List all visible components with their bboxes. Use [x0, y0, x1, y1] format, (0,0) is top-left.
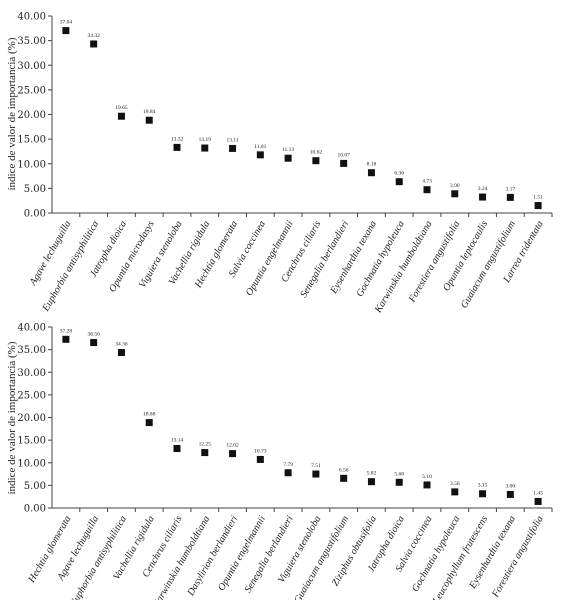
data-label: 10.07 [337, 152, 350, 158]
y-tick-label: 25.00 [17, 390, 46, 401]
data-label: 34.32 [87, 33, 100, 39]
data-point [395, 178, 403, 186]
y-tick-label: 35.00 [17, 36, 46, 47]
y-tick-label: 25.00 [17, 85, 46, 96]
data-label: 5.10 [422, 474, 432, 480]
data-label: 13.32 [171, 136, 184, 142]
data-label: 1.45 [533, 490, 543, 496]
y-tick-label: 20.00 [17, 110, 46, 121]
data-label: 3.90 [450, 183, 460, 189]
data-point [506, 490, 514, 498]
data-label: 37.04 [60, 20, 73, 26]
x-category-label: Dasylirion berlandieri [185, 514, 240, 599]
data-label: 5.68 [394, 471, 404, 477]
data-label: 3.00 [506, 483, 516, 489]
y-axis-title: índice de valor de importancia (%) [6, 37, 18, 190]
data-label: 7.79 [283, 462, 293, 468]
data-point [340, 159, 348, 167]
y-tick-label: 10.00 [17, 458, 46, 469]
data-point [534, 497, 542, 505]
data-point [90, 339, 98, 347]
y-tick-label: 40.00 [17, 12, 46, 23]
data-point [479, 193, 487, 201]
data-point [284, 154, 292, 162]
data-label: 3.15 [478, 483, 488, 489]
data-point [201, 144, 209, 152]
data-point [312, 470, 320, 478]
data-label: 13.11 [226, 137, 238, 143]
y-tick-label: 20.00 [17, 413, 46, 424]
y-tick-label: 35.00 [17, 345, 46, 356]
data-label: 7.51 [311, 463, 321, 469]
data-label: 18.84 [143, 109, 156, 115]
data-point [451, 488, 459, 496]
data-label: 19.65 [115, 105, 128, 111]
data-point [173, 143, 181, 151]
y-tick-label: 5.00 [24, 184, 46, 195]
data-point [367, 169, 375, 177]
data-label: 10.62 [310, 150, 323, 156]
data-label: 3.24 [478, 186, 488, 192]
data-label: 18.88 [143, 412, 156, 418]
data-point [62, 335, 70, 343]
data-label: 8.18 [367, 162, 377, 168]
y-tick-label: 30.00 [17, 61, 46, 72]
data-point [229, 450, 237, 458]
data-label: 5.82 [367, 471, 377, 477]
data-point [395, 478, 403, 486]
data-point [173, 445, 181, 453]
data-point [506, 193, 514, 201]
data-label: 12.25 [199, 442, 212, 448]
data-point [423, 186, 431, 194]
data-label: 11.81 [254, 144, 266, 150]
x-category-label: Forestiera angustifolia [490, 514, 546, 600]
y-axis-title: índice de valor de importancia (%) [6, 341, 18, 494]
data-point [229, 144, 237, 152]
data-label: 3.17 [506, 186, 516, 192]
data-label: 12.02 [226, 443, 239, 449]
data-point [284, 469, 292, 477]
y-tick-label: 10.00 [17, 159, 46, 170]
data-label: 4.73 [422, 179, 432, 185]
data-point [117, 112, 125, 120]
data-point [479, 490, 487, 498]
data-point [340, 474, 348, 482]
data-label: 13.19 [199, 137, 212, 143]
data-point [451, 190, 459, 198]
data-point [256, 455, 264, 463]
data-label: 34.36 [115, 342, 128, 348]
data-label: 1.51 [533, 195, 543, 201]
data-label: 13.14 [171, 438, 184, 444]
chart-panel-1: 0.00 5.00 10.00 15.00 20.00 25.00 30.00 35.00 40… [6, 12, 553, 316]
data-label: 36.56 [87, 332, 100, 338]
data-point [367, 478, 375, 486]
data-point [312, 157, 320, 165]
data-label: 11.13 [282, 147, 294, 153]
data-label: 6.56 [339, 467, 349, 473]
y-tick-label: 15.00 [17, 436, 46, 447]
data-label: 37.28 [60, 328, 73, 334]
data-point [534, 202, 542, 210]
data-point [423, 481, 431, 489]
y-tick-label: 15.00 [17, 135, 46, 146]
data-point [145, 419, 153, 427]
y-tick-label: 0.00 [24, 209, 46, 220]
data-label: 6.36 [394, 171, 404, 177]
y-tick-label: 5.00 [24, 481, 46, 492]
data-label: 10.73 [254, 448, 267, 454]
y-tick-label: 30.00 [17, 368, 46, 379]
data-point [201, 449, 209, 457]
data-point [117, 349, 125, 357]
data-point [90, 40, 98, 48]
x-category-label: Forestiera angustifolia [406, 219, 462, 305]
y-tick-label: 0.00 [24, 504, 46, 515]
data-label: 3.56 [450, 481, 460, 487]
data-point [62, 27, 70, 35]
chart-panel-2: 0.00 5.00 10.00 15.00 20.00 25.00 30.00 35.00 40… [6, 323, 553, 600]
data-point [256, 151, 264, 159]
y-tick-label: 40.00 [17, 323, 46, 334]
data-point [145, 116, 153, 124]
